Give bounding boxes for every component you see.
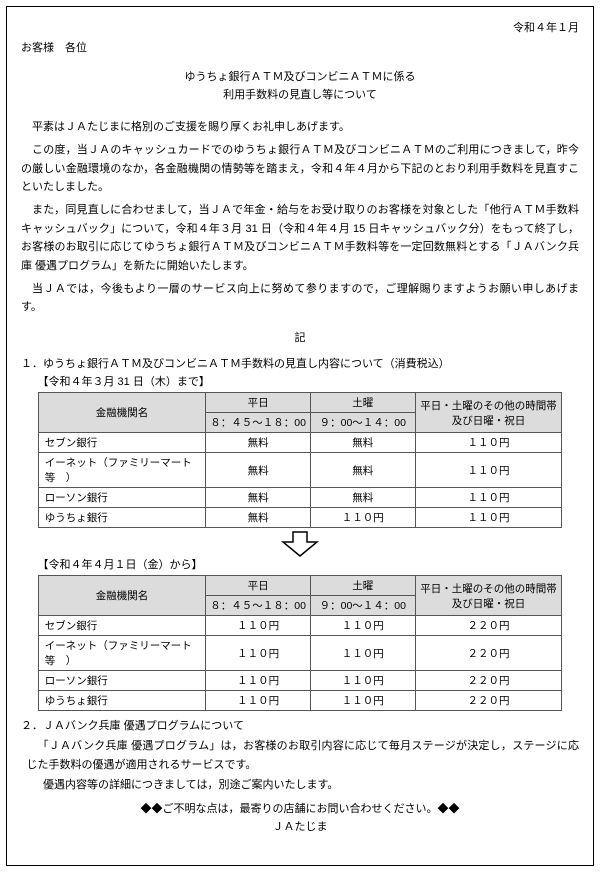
th-weekday-time: ８：４５～１８：00 — [206, 596, 311, 616]
table-row: イーネット（ファミリーマート等 ）無料無料１１０円 — [38, 453, 562, 488]
cell-weekday: １１０円 — [206, 691, 311, 711]
cell-weekday: 無料 — [206, 453, 311, 488]
closing-block: ◆◆ご不明な点は，最寄りの店舗にお問い合わせください。◆◆ ＪＡたじま — [21, 801, 579, 836]
table-row: ローソン銀行１１０円１１０円２２０円 — [38, 671, 562, 691]
ki-mark: 記 — [21, 329, 579, 345]
section-2-body-2: 優遇内容等の詳細につきましては，別途ご案内いたします。 — [21, 776, 579, 795]
para-2: この度，当ＪＡのキャッシュカードでのゆうちょ銀行ＡＴＭ及びコンビニＡＴＭのご利用… — [21, 141, 579, 197]
cell-other: ２２０円 — [415, 691, 562, 711]
th-other: 平日・土曜のその他の時間帯及び日曜・祝日 — [415, 576, 562, 616]
cell-saturday: １１０円 — [310, 691, 415, 711]
fee-table-before: 金融機関名 平日 土曜 平日・土曜のその他の時間帯及び日曜・祝日 ８：４５～１８… — [38, 392, 563, 528]
table-row: セブン銀行無料無料１１０円 — [38, 433, 562, 453]
closing-line-2: ＪＡたじま — [21, 819, 579, 837]
cell-other: １１０円 — [415, 453, 562, 488]
cell-weekday: 無料 — [206, 433, 311, 453]
after-period-label: 【令和４年４月１日（金）から】 — [38, 556, 580, 572]
cell-institution: セブン銀行 — [38, 433, 206, 453]
cell-saturday: 無料 — [310, 488, 415, 508]
section-2-heading: ２．ＪＡバンク兵庫 優遇プログラムについて — [21, 717, 579, 733]
cell-institution: ローソン銀行 — [38, 488, 206, 508]
issue-date: 令和４年１月 — [21, 19, 579, 35]
para-3: また，同見直しに合わせまして，当ＪＡで年金・給与をお受け取りのお客様を対象とした… — [21, 201, 579, 276]
cell-institution: ゆうちょ銀行 — [38, 508, 206, 528]
th-saturday: 土曜 — [310, 576, 415, 596]
th-institution: 金融機関名 — [38, 576, 206, 616]
fee-table-after: 金融機関名 平日 土曜 平日・土曜のその他の時間帯及び日曜・祝日 ８：４５～１８… — [38, 575, 563, 711]
greeting-para: 平素はＪＡたじまに格別のご支援を賜り厚くお礼申しあげます。 — [21, 118, 579, 137]
th-weekday-time: ８：４５～１８：00 — [206, 413, 311, 433]
title-line-2: 利用手数料の見直し等について — [21, 87, 579, 105]
arrow-down-icon — [275, 530, 325, 558]
cell-other: １１０円 — [415, 508, 562, 528]
th-saturday-time: ９：00～１４：00 — [310, 596, 415, 616]
cell-institution: イーネット（ファミリーマート等 ） — [38, 453, 206, 488]
document-title: ゆうちょ銀行ＡＴＭ及びコンビニＡＴＭに係る 利用手数料の見直し等について — [21, 69, 579, 104]
table-row: ゆうちょ銀行１１０円１１０円２２０円 — [38, 691, 562, 711]
cell-weekday: １１０円 — [206, 616, 311, 636]
title-line-1: ゆうちょ銀行ＡＴＭ及びコンビニＡＴＭに係る — [21, 69, 579, 87]
th-weekday: 平日 — [206, 393, 311, 413]
section-1-heading: １．ゆうちょ銀行ＡＴＭ及びコンビニＡＴＭ手数料の見直し内容について（消費税込） — [21, 355, 579, 371]
cell-weekday: １１０円 — [206, 636, 311, 671]
th-saturday-time: ９：00～１４：00 — [310, 413, 415, 433]
addressee: お客様 各位 — [21, 39, 579, 55]
table-row: セブン銀行１１０円１１０円２２０円 — [38, 616, 562, 636]
cell-other: ２２０円 — [415, 636, 562, 671]
cell-weekday: 無料 — [206, 488, 311, 508]
cell-saturday: １１０円 — [310, 508, 415, 528]
table-row: ローソン銀行無料無料１１０円 — [38, 488, 562, 508]
th-institution: 金融機関名 — [38, 393, 206, 433]
cell-weekday: 無料 — [206, 508, 311, 528]
table-row: ゆうちょ銀行無料１１０円１１０円 — [38, 508, 562, 528]
cell-institution: ローソン銀行 — [38, 671, 206, 691]
table-row: イーネット（ファミリーマート等 ）１１０円１１０円２２０円 — [38, 636, 562, 671]
para-4: 当ＪＡでは，今後もより一層のサービス向上に努めて参りますので，ご理解賜りますよう… — [21, 280, 579, 317]
cell-other: １１０円 — [415, 433, 562, 453]
cell-other: ２２０円 — [415, 616, 562, 636]
cell-institution: セブン銀行 — [38, 616, 206, 636]
before-period-label: 【令和４年３月 31 日（木）まで】 — [38, 373, 580, 389]
cell-saturday: 無料 — [310, 453, 415, 488]
cell-institution: イーネット（ファミリーマート等 ） — [38, 636, 206, 671]
cell-institution: ゆうちょ銀行 — [38, 691, 206, 711]
th-saturday: 土曜 — [310, 393, 415, 413]
cell-weekday: １１０円 — [206, 671, 311, 691]
cell-saturday: 無料 — [310, 433, 415, 453]
th-weekday: 平日 — [206, 576, 311, 596]
document-frame: 令和４年１月 お客様 各位 ゆうちょ銀行ＡＴＭ及びコンビニＡＴＭに係る 利用手数… — [6, 6, 594, 866]
cell-saturday: １１０円 — [310, 671, 415, 691]
cell-saturday: １１０円 — [310, 616, 415, 636]
cell-other: １１０円 — [415, 488, 562, 508]
closing-line-1: ◆◆ご不明な点は，最寄りの店舗にお問い合わせください。◆◆ — [21, 801, 579, 819]
cell-other: ２２０円 — [415, 671, 562, 691]
section-2-body-1: 「ＪＡバンク兵庫 優遇プログラム」は，お客様のお取引内容に応じて毎月ステージが決… — [21, 737, 579, 774]
th-other: 平日・土曜のその他の時間帯及び日曜・祝日 — [415, 393, 562, 433]
cell-saturday: １１０円 — [310, 636, 415, 671]
arrow-down — [21, 530, 579, 558]
